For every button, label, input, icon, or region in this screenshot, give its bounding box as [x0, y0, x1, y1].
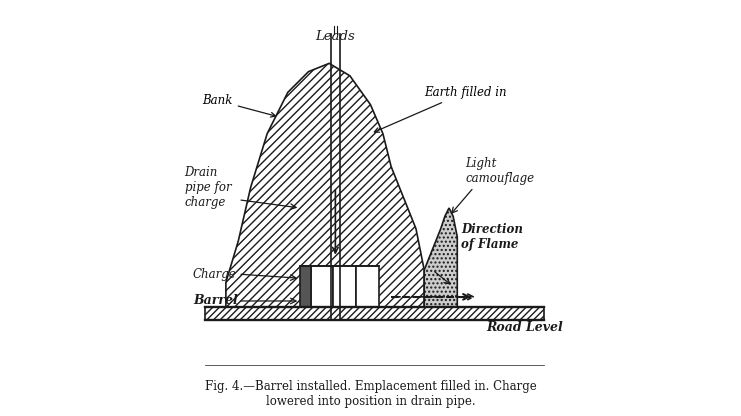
Bar — [300, 266, 310, 307]
Bar — [356, 266, 379, 307]
Text: Road Level: Road Level — [486, 321, 563, 334]
Text: Drain
pipe for
charge: Drain pipe for charge — [185, 166, 231, 209]
Bar — [310, 266, 333, 307]
Text: Leads: Leads — [316, 30, 355, 43]
Text: Charge: Charge — [193, 267, 236, 281]
Polygon shape — [205, 307, 544, 319]
Text: Bank: Bank — [202, 94, 276, 117]
Text: Light
camouflage: Light camouflage — [465, 157, 535, 185]
Text: Earth filled in: Earth filled in — [374, 86, 507, 132]
Text: Barrel: Barrel — [193, 295, 238, 307]
Polygon shape — [226, 63, 424, 307]
Text: Fig. 4.—Barrel installed. Emplacement filled in. Charge
lowered into position in: Fig. 4.—Barrel installed. Emplacement fi… — [205, 380, 536, 408]
Polygon shape — [424, 208, 457, 307]
Text: Direction
of Flame: Direction of Flame — [462, 223, 523, 251]
Bar — [333, 266, 356, 307]
